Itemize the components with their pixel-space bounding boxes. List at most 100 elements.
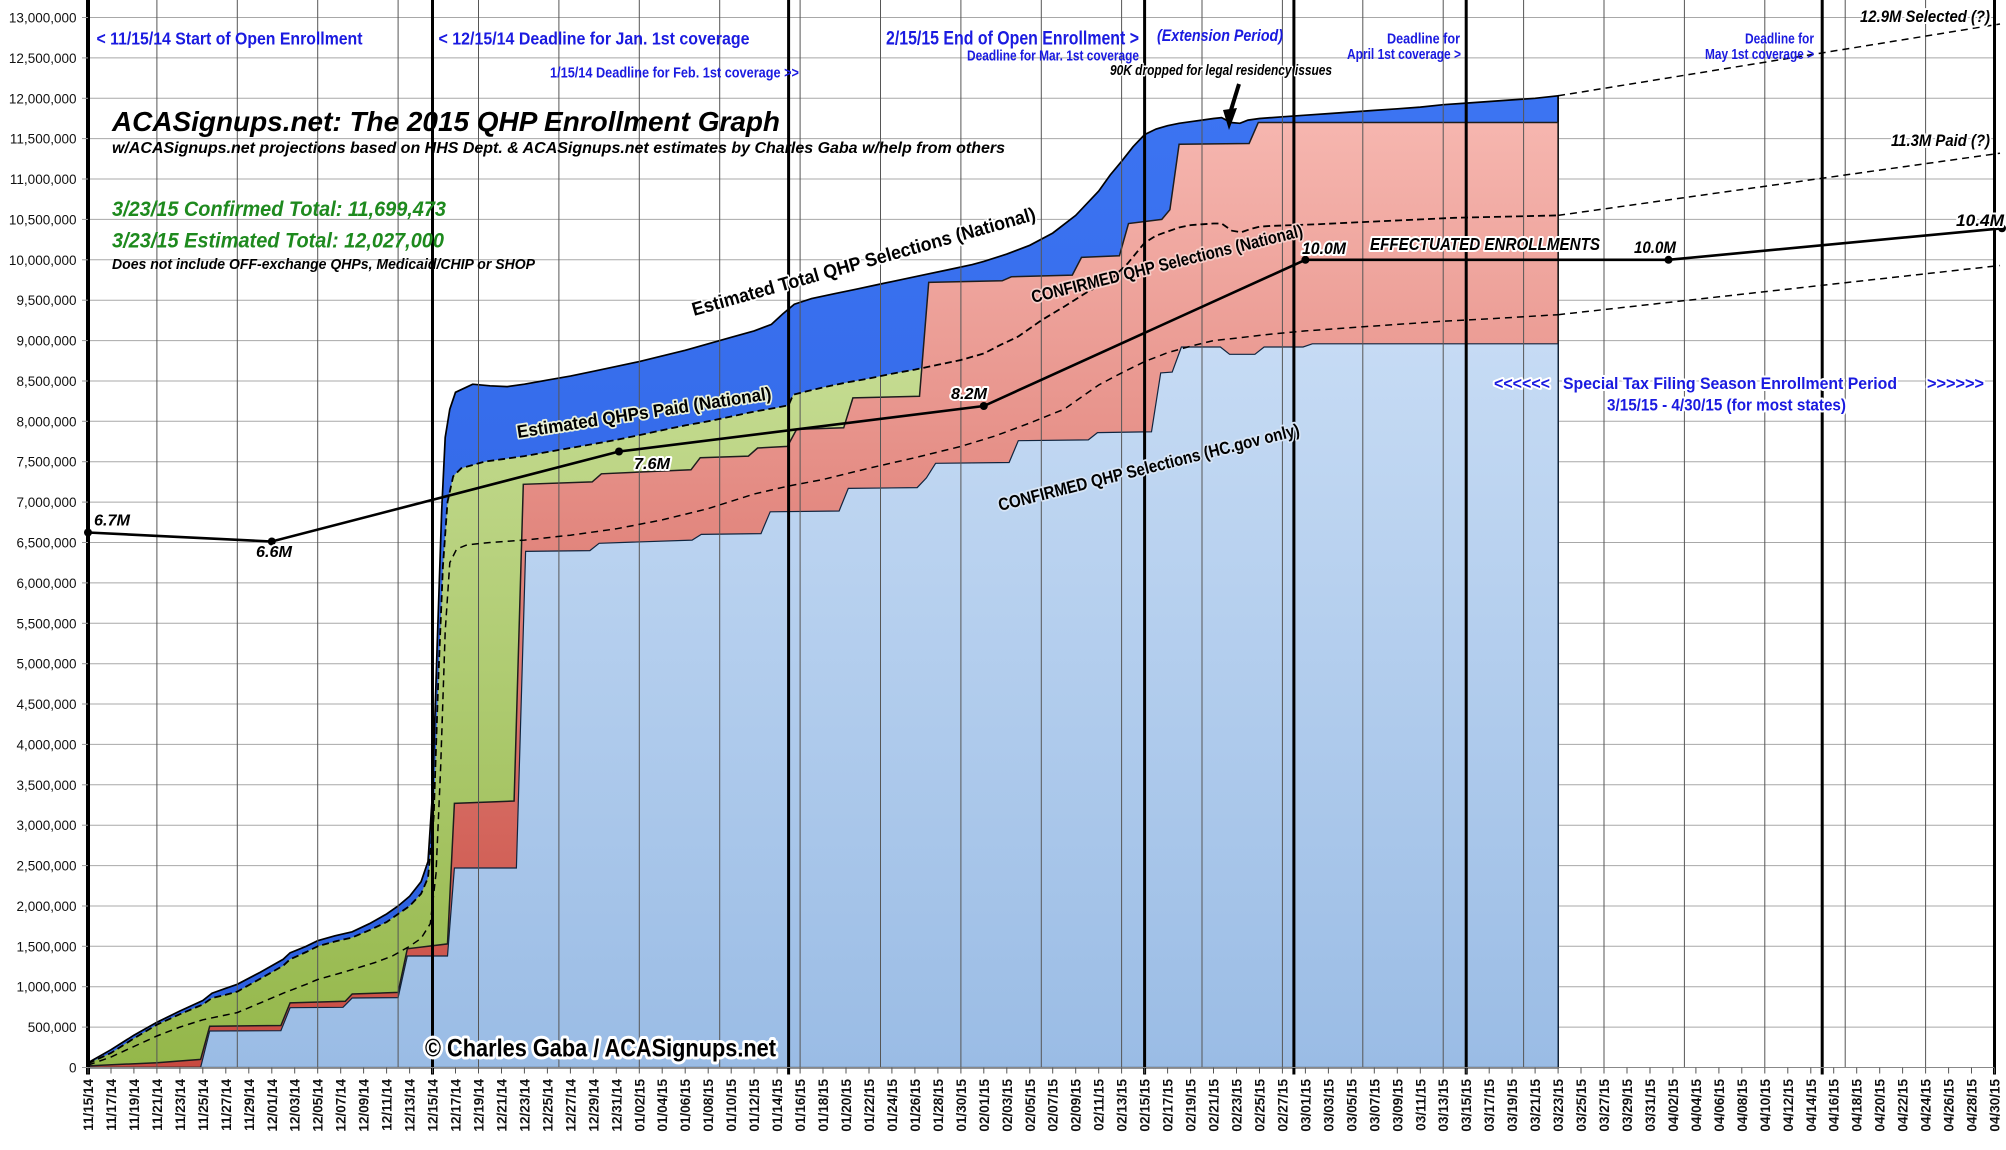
svg-text:01/16/15: 01/16/15 [793,1079,808,1132]
svg-text:12/19/14: 12/19/14 [472,1079,487,1132]
svg-text:03/01/15: 03/01/15 [1298,1079,1313,1132]
svg-text:3/15/15 - 4/30/15 (for most st: 3/15/15 - 4/30/15 (for most states) [1607,397,1846,415]
svg-text:4,500,000: 4,500,000 [16,697,76,712]
svg-text:< 11/15/14 Start of Open Enrol: < 11/15/14 Start of Open Enrollment [97,29,363,49]
svg-text:>>>>>>: >>>>>> [1927,375,1984,393]
svg-text:02/13/15: 02/13/15 [1115,1079,1130,1132]
svg-text:04/06/15: 04/06/15 [1712,1079,1727,1132]
svg-text:3/23/15 Confirmed Total: 11,69: 3/23/15 Confirmed Total: 11,699,473 [112,198,446,221]
svg-text:12,500,000: 12,500,000 [9,51,77,66]
svg-text:Deadline for: Deadline for [1745,31,1814,48]
svg-text:02/05/15: 02/05/15 [1023,1079,1038,1132]
svg-text:6.6M: 6.6M [256,544,293,561]
svg-text:01/28/15: 01/28/15 [931,1079,946,1132]
svg-text:<<<<<<: <<<<<< [1494,375,1550,393]
svg-text:0: 0 [69,1061,77,1076]
svg-text:© Charles Gaba / ACASignups.ne: © Charles Gaba / ACASignups.net [425,1035,777,1063]
svg-text:02/25/15: 02/25/15 [1253,1079,1268,1132]
svg-text:04/26/15: 04/26/15 [1942,1079,1957,1132]
svg-text:02/01/15: 02/01/15 [977,1079,992,1132]
svg-text:Special Tax Filing Season Enro: Special Tax Filing Season Enrollment Per… [1563,375,1897,393]
svg-text:03/09/15: 03/09/15 [1390,1079,1405,1132]
svg-text:01/20/15: 01/20/15 [839,1079,854,1132]
svg-text:2,500,000: 2,500,000 [16,859,76,874]
svg-text:10.4M: 10.4M [1956,211,2005,230]
svg-text:02/27/15: 02/27/15 [1275,1079,1290,1132]
svg-text:1,000,000: 1,000,000 [16,980,76,995]
svg-text:7.6M: 7.6M [634,456,671,473]
svg-text:April 1st coverage >: April 1st coverage > [1347,46,1461,63]
svg-text:03/15/15: 03/15/15 [1459,1079,1474,1132]
svg-text:12/13/14: 12/13/14 [403,1079,418,1132]
svg-text:03/23/15: 03/23/15 [1551,1079,1566,1132]
svg-text:02/17/15: 02/17/15 [1161,1079,1176,1132]
svg-text:11/17/14: 11/17/14 [104,1079,119,1131]
svg-text:04/24/15: 04/24/15 [1919,1079,1934,1132]
svg-text:3/23/15 Estimated Total: 12,02: 3/23/15 Estimated Total: 12,027,000 [112,230,444,253]
svg-text:90K dropped for legal residenc: 90K dropped for legal residency issues [1110,62,1332,79]
svg-text:6,000,000: 6,000,000 [16,576,76,591]
svg-text:04/08/15: 04/08/15 [1735,1079,1750,1132]
svg-text:6,500,000: 6,500,000 [16,536,76,551]
svg-text:3,000,000: 3,000,000 [16,818,76,833]
svg-text:12/07/14: 12/07/14 [334,1079,349,1132]
svg-text:03/11/15: 03/11/15 [1413,1079,1428,1131]
svg-text:04/12/15: 04/12/15 [1781,1079,1796,1132]
svg-text:01/10/15: 01/10/15 [724,1079,739,1132]
svg-text:1/15/14 Deadline for Feb. 1st: 1/15/14 Deadline for Feb. 1st coverage >… [550,65,799,82]
svg-text:02/11/15: 02/11/15 [1092,1079,1107,1131]
svg-text:12/01/14: 12/01/14 [265,1079,280,1132]
svg-text:03/29/15: 03/29/15 [1620,1079,1635,1132]
svg-text:04/04/15: 04/04/15 [1689,1079,1704,1132]
svg-text:1,500,000: 1,500,000 [16,939,76,954]
svg-text:10,500,000: 10,500,000 [9,212,77,227]
svg-text:5,000,000: 5,000,000 [16,657,76,672]
svg-text:03/31/15: 03/31/15 [1643,1079,1658,1132]
svg-text:02/23/15: 02/23/15 [1230,1079,1245,1132]
svg-text:9,500,000: 9,500,000 [16,293,76,308]
svg-text:02/15/15: 02/15/15 [1138,1079,1153,1132]
svg-text:03/13/15: 03/13/15 [1436,1079,1451,1132]
svg-text:11/19/14: 11/19/14 [127,1079,142,1131]
svg-text:11/25/14: 11/25/14 [196,1079,211,1131]
svg-text:11/27/14: 11/27/14 [219,1079,234,1131]
svg-text:Deadline for: Deadline for [1387,31,1460,48]
svg-text:02/09/15: 02/09/15 [1069,1079,1084,1132]
svg-text:Deadline for Mar. 1st coverage: Deadline for Mar. 1st coverage [967,48,1139,65]
svg-text:03/27/15: 03/27/15 [1597,1079,1612,1132]
svg-text:(Extension Period): (Extension Period) [1157,27,1283,45]
svg-text:01/08/15: 01/08/15 [701,1079,716,1132]
svg-text:12/29/14: 12/29/14 [586,1079,601,1132]
svg-text:ACASignups.net: The 2015 QHP E: ACASignups.net: The 2015 QHP Enrollment … [111,106,780,137]
svg-text:10,000,000: 10,000,000 [9,253,77,268]
svg-text:03/19/15: 03/19/15 [1505,1079,1520,1132]
svg-text:01/22/15: 01/22/15 [862,1079,877,1132]
svg-text:03/03/15: 03/03/15 [1321,1079,1336,1132]
svg-text:12.9M Selected (?): 12.9M Selected (?) [1860,7,1990,26]
svg-text:01/24/15: 01/24/15 [885,1079,900,1132]
svg-text:12/11/14: 12/11/14 [380,1079,395,1131]
svg-text:12,000,000: 12,000,000 [9,91,77,106]
svg-text:12/09/14: 12/09/14 [357,1079,372,1132]
svg-text:04/02/15: 04/02/15 [1666,1079,1681,1132]
svg-text:8,000,000: 8,000,000 [16,414,76,429]
svg-text:03/25/15: 03/25/15 [1574,1079,1589,1132]
svg-text:12/21/14: 12/21/14 [495,1079,510,1132]
svg-text:04/30/15: 04/30/15 [1988,1079,2003,1132]
svg-text:11/15/14: 11/15/14 [81,1079,96,1131]
svg-text:12/03/14: 12/03/14 [288,1079,303,1132]
svg-text:02/07/15: 02/07/15 [1046,1079,1061,1132]
svg-text:8,500,000: 8,500,000 [16,374,76,389]
svg-text:9,000,000: 9,000,000 [16,334,76,349]
svg-text:01/30/15: 01/30/15 [954,1079,969,1132]
svg-text:04/22/15: 04/22/15 [1896,1079,1911,1132]
svg-text:w/ACASignups.net projections b: w/ACASignups.net projections based on HH… [112,140,1005,157]
svg-text:11,000,000: 11,000,000 [10,172,77,187]
svg-text:Does not include OFF-exchange: Does not include OFF-exchange QHPs, Medi… [112,256,536,273]
svg-text:02/03/15: 02/03/15 [1000,1079,1015,1132]
svg-text:May 1st coverage >: May 1st coverage > [1705,46,1814,63]
svg-text:04/10/15: 04/10/15 [1758,1079,1773,1132]
svg-text:04/20/15: 04/20/15 [1873,1079,1888,1132]
svg-text:12/15/14: 12/15/14 [426,1079,441,1132]
svg-text:8.2M: 8.2M [951,386,988,403]
